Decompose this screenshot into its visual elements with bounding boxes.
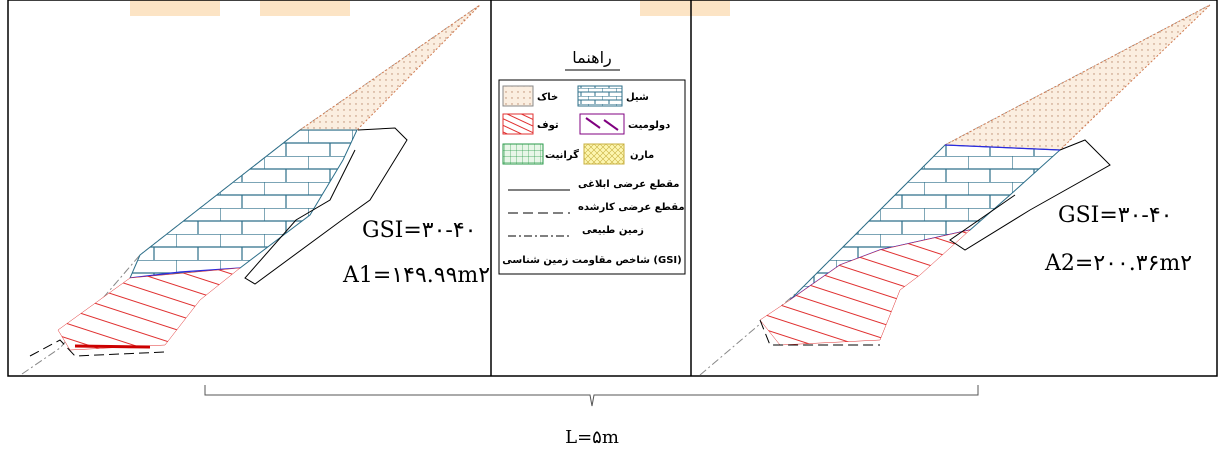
- legend-label: خاک: [537, 92, 558, 103]
- legend-label: شیل: [626, 92, 649, 103]
- swatch-mark: [585, 117, 619, 131]
- right-section: GSI=۳۰-۴۰ A2=۲۰۰.۳۶m۲: [699, 4, 1211, 376]
- legend-label: مقطع عرضی کارشده: [578, 202, 685, 213]
- swatch: [583, 143, 625, 165]
- frame: [7, 0, 1218, 377]
- swatch: [577, 85, 623, 107]
- swatch: [502, 85, 534, 107]
- length-brace: [204, 385, 979, 407]
- swatch: [502, 113, 534, 135]
- swatch: [579, 113, 625, 135]
- legend-box: [498, 79, 686, 275]
- legend-title: راهنما: [572, 48, 612, 68]
- legend-label: مارن: [630, 150, 654, 161]
- legend-label: زمین طبیعی: [582, 225, 644, 236]
- length-label: L=۵m: [565, 427, 619, 448]
- legend-note: شاخص مقاومت زمین شناسی (GSI): [502, 255, 681, 266]
- gsi-label: GSI=۳۰-۴۰: [362, 218, 476, 243]
- area-label: A2=۲۰۰.۳۶m۲: [1044, 251, 1192, 276]
- gsi-label: GSI=۳۰-۴۰: [1058, 203, 1172, 228]
- swatch: [502, 143, 544, 165]
- left-section: GSI=۳۰-۴۰ A1=۱۴۹.۹۹m۲: [21, 4, 490, 375]
- legend-label: گرانیت: [545, 148, 579, 161]
- legend-label: دولومیت: [628, 120, 670, 131]
- legend: راهنما شیل خاک دولومیت توف مارن گرانیت م…: [498, 48, 686, 275]
- legend-label: توف: [537, 120, 559, 131]
- area-label: A1=۱۴۹.۹۹m۲: [342, 263, 490, 288]
- legend-label: مقطع عرضی ابلاغی: [578, 179, 679, 190]
- watermark: [130, 0, 730, 16]
